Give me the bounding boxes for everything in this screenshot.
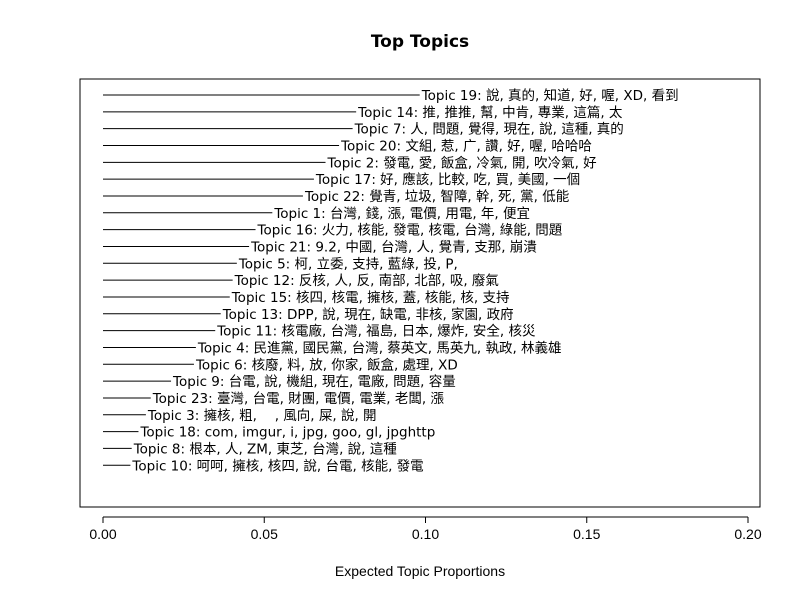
- topic-label: Topic 1: 台灣, 錢, 漲, 電價, 用電, 年, 便宜: [273, 205, 530, 222]
- topic-label: Topic 20: 文組, 惹, 广, 讚, 好, 喔, 哈哈哈: [340, 138, 592, 154]
- topic-label: Topic 9: 台電, 說, 機組, 現在, 電廠, 問題, 容量: [172, 373, 456, 390]
- topic-label: Topic 14: 推, 推推, 幫, 中肯, 專業, 這篇, 太: [357, 105, 623, 121]
- x-tick-label: 0.15: [573, 526, 600, 542]
- topic-label: Topic 7: 人, 問題, 覺得, 現在, 說, 這種, 真的: [354, 121, 624, 138]
- topic-label: Topic 4: 民進黨, 國民黨, 台灣, 蔡英文, 馬英九, 執政, 林義雄: [197, 339, 562, 356]
- topic-bars: [103, 94, 420, 466]
- topic-label: Topic 13: DPP, 說, 現在, 缺電, 非核, 家園, 政府: [222, 306, 514, 323]
- topic-label: Topic 2: 發電, 愛, 飯盒, 冷氣, 開, 吹冷氣, 好: [327, 154, 597, 171]
- topic-label: Topic 18: com, imgur, i, jpg, goo, gl, j…: [139, 425, 435, 441]
- topic-label: Topic 22: 覺青, 垃圾, 智障, 幹, 死, 黨, 低能: [304, 188, 569, 205]
- topic-label: Topic 11: 核電廠, 台灣, 福島, 日本, 爆炸, 安全, 核災: [216, 323, 536, 340]
- topic-label: Topic 6: 核廢, 料, 放, 你家, 飯盒, 處理, XD: [195, 356, 458, 373]
- topic-label: Topic 5: 柯, 立委, 支持, 藍綠, 投, P,: [238, 256, 458, 272]
- topic-label: Topic 21: 9.2, 中國, 台灣, 人, 覺青, 支那, 崩潰: [250, 239, 537, 255]
- x-tick-label: 0.05: [251, 526, 278, 542]
- x-tick-label: 0.10: [412, 526, 439, 542]
- topic-label: Topic 16: 火力, 核能, 發電, 核電, 台灣, 綠能, 問題: [257, 223, 563, 239]
- topic-label: Topic 8: 根本, 人, ZM, 東芝, 台灣, 說, 這種: [133, 440, 398, 457]
- topic-label: Topic 19: 說, 真的, 知道, 好, 喔, XD, 看到: [421, 87, 679, 104]
- x-axis: 0.00 0.05 0.10 0.15 0.20: [89, 516, 762, 542]
- topic-label: Topic 17: 好, 應該, 比較, 吃, 買, 美國, 一個: [315, 171, 580, 188]
- x-tick-label: 0.20: [734, 526, 761, 542]
- topic-label: Topic 15: 核四, 核電, 擁核, 蓋, 核能, 核, 支持: [231, 290, 510, 306]
- x-tick-label: 0.00: [89, 526, 116, 542]
- topic-label: Topic 10: 呵呵, 擁核, 核四, 說, 台電, 核能, 發電: [131, 457, 423, 474]
- chart-title: Top Topics: [371, 32, 469, 52]
- topic-label: Topic 3: 擁核, 粗, , 風向, 屎, 說, 開: [147, 407, 377, 424]
- topic-label: Topic 23: 臺灣, 台電, 財團, 電價, 電業, 老闆, 漲: [152, 391, 445, 407]
- topic-label: Topic 12: 反核, 人, 反, 南部, 北部, 吸, 廢氣: [234, 273, 499, 289]
- plot-frame: [79, 78, 761, 508]
- x-axis-label: Expected Topic Proportions: [335, 563, 505, 579]
